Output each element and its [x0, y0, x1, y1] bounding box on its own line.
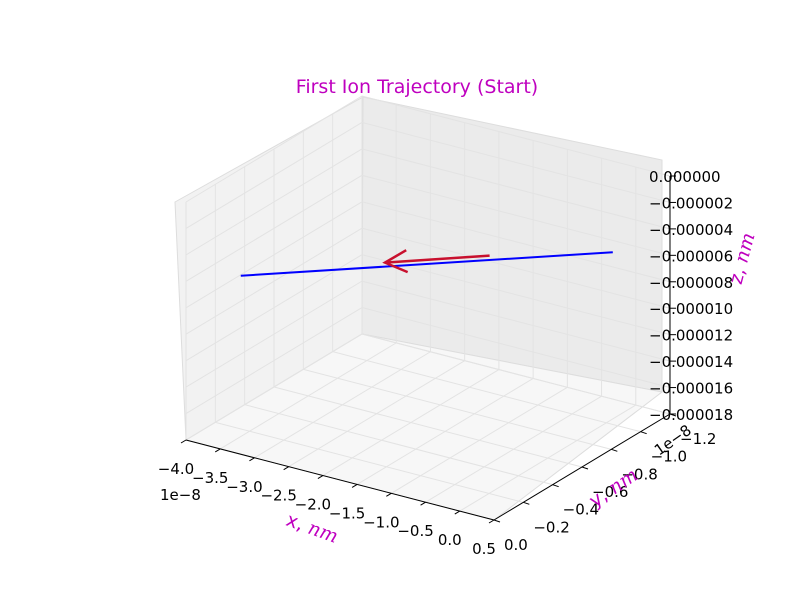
x-tick-mark: [454, 510, 461, 515]
chart-title: First Ion Trajectory (Start): [296, 76, 538, 98]
x-tick-label: −3.5: [192, 469, 228, 487]
z-tick-label: −0.000010: [649, 300, 733, 318]
axis-lines: [180, 175, 677, 524]
x-axis-line: [185, 439, 495, 521]
y-tick-mark: [552, 484, 559, 488]
x-tick-label: 0.0: [438, 531, 462, 549]
x-tick-label: −3.0: [226, 478, 262, 496]
z-gridline: [185, 254, 671, 362]
x-tick-label: −0.5: [397, 522, 433, 540]
x-tick-mark: [386, 492, 392, 497]
z-tick-label: −0.000018: [649, 406, 733, 424]
y-tick-mark: [640, 431, 647, 435]
y-tick-mark: [581, 466, 589, 470]
z-gridline: [185, 174, 671, 282]
x-tick-mark: [488, 519, 495, 524]
y-tick-mark: [611, 448, 618, 452]
z-tick-label: −0.000004: [649, 221, 733, 239]
z-gridline: [185, 333, 671, 441]
y-tick-label: −0.2: [533, 518, 569, 536]
trajectory-line: [240, 251, 613, 277]
x-tick-label: 0.5: [472, 540, 496, 558]
y-tick-label: −0.8: [621, 465, 657, 483]
y-tick-label: −0.4: [563, 501, 599, 519]
x-tick-mark: [214, 448, 221, 453]
z-tick-label: −0.000012: [649, 327, 733, 345]
y-axis-label: y, nm: [585, 464, 642, 512]
x-tick-label: −2.5: [260, 487, 296, 505]
x-offset-text: 1e−8: [160, 486, 201, 504]
x-tick-mark: [283, 466, 289, 471]
x-tick-mark: [317, 475, 324, 479]
x-tick-label: −4.0: [158, 460, 194, 478]
y-tick-label: −1.2: [680, 430, 716, 448]
z-gridline: [185, 95, 671, 203]
z-tick-label: −0.000014: [649, 353, 733, 371]
y-tick-mark: [523, 501, 530, 505]
z-gridline: [185, 280, 671, 388]
tick-labels: −4.0−3.5−3.0−2.5−2.0−1.5−1.0−0.5 0.0 0.5 0.…: [158, 168, 733, 558]
z-gridline: [185, 148, 671, 256]
x-tick-mark: [351, 484, 358, 488]
y-axis-line: [493, 413, 671, 521]
x-tick-label: −1.5: [329, 504, 365, 522]
z-tick-label: −0.000016: [649, 380, 733, 398]
direction-arrow-head: [382, 249, 409, 274]
x-tick-label: −2.0: [295, 496, 331, 514]
direction-arrow-shaft: [384, 254, 490, 264]
x-tick-label: −1.0: [363, 513, 399, 531]
series-layer: [240, 249, 613, 277]
y-tick-mark: [493, 519, 501, 523]
x-tick-mark: [249, 457, 255, 462]
x-tick-mark: [180, 439, 187, 444]
z-tick-label: −0.000008: [649, 274, 733, 292]
z-tick-label: 0.000000: [649, 168, 721, 186]
z-tick-label: −0.000002: [649, 194, 733, 212]
z-gridline: [185, 121, 671, 229]
z-gridline: [185, 227, 671, 335]
x-tick-mark: [420, 501, 426, 506]
y-tick-label: −1.0: [651, 448, 687, 466]
y-tick-label: −0.6: [592, 483, 628, 501]
z-gridline: [185, 307, 671, 414]
y-tick-label: 0.0: [504, 536, 528, 554]
z-tick-label: −0.000006: [649, 247, 733, 265]
